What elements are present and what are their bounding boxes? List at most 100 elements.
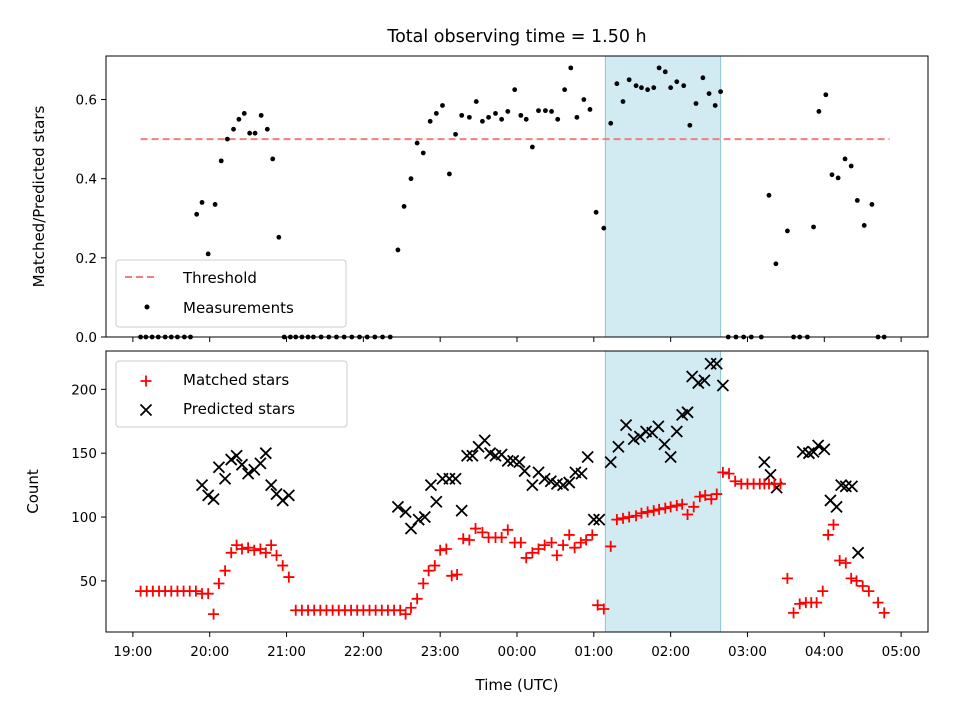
ratio-legend-box — [115, 259, 347, 328]
ratio-legend: Threshold Measurements — [115, 259, 347, 328]
count-axis: 19:00 20:00 21:00 22:00 23:00 00:00 01:00 02:00… — [71, 382, 920, 660]
measurement-point — [639, 85, 644, 91]
predicted-star-point — [851, 546, 865, 559]
measurement-point — [427, 118, 433, 124]
measurement-point — [446, 171, 452, 177]
measurement-point — [486, 114, 491, 120]
matched-star-point — [190, 585, 202, 597]
ratio-panel: 0.0 0.2 0.4 0.6 Matched/Predicted stars Thr… — [30, 55, 929, 346]
measurement-point — [258, 112, 264, 118]
matched-star-point — [248, 544, 260, 556]
matched-star-point — [520, 552, 532, 564]
x-tick-label: 22:00 — [344, 644, 383, 660]
legend-measurements-label: Measurements — [183, 299, 294, 317]
predicted-star-point — [807, 445, 820, 459]
predicted-star-point — [460, 449, 474, 462]
measurement-point — [614, 81, 620, 87]
measurement-point — [252, 130, 258, 136]
y-tick-label: 0.0 — [76, 330, 97, 346]
x-tick-label: 19:00 — [113, 644, 152, 660]
measurement-point — [601, 225, 607, 231]
measurement-point — [401, 203, 407, 209]
matched-star-point — [242, 542, 254, 554]
measurement-point — [687, 122, 693, 128]
matched-star-point — [653, 503, 665, 515]
predicted-star-point — [265, 478, 278, 492]
matched-star-point — [828, 519, 840, 531]
predicted-star-point — [698, 374, 711, 387]
matched-star-point — [834, 554, 846, 566]
matched-star-point — [440, 543, 452, 555]
x-axis-label: Time (UTC) — [475, 676, 559, 694]
matched-star-point — [470, 523, 482, 535]
matched-star-point — [671, 500, 683, 512]
legend-matched-label: Matched stars — [183, 371, 289, 389]
matched-star-point — [659, 502, 671, 514]
measurement-point — [543, 108, 548, 114]
measurement-point — [633, 83, 639, 89]
measurement-point — [473, 99, 479, 104]
measurement-point — [766, 192, 772, 198]
measurement-point — [224, 136, 230, 142]
matched-star-point — [463, 534, 475, 546]
matched-star-point — [586, 529, 598, 541]
matched-star-point — [539, 539, 551, 551]
predicted-star-point — [818, 443, 831, 456]
matched-star-point — [781, 572, 793, 584]
matched-star-point — [496, 531, 508, 543]
matched-star-point — [208, 608, 220, 620]
measurement-point — [440, 103, 445, 108]
highlight-span — [604, 350, 722, 633]
matched-star-point — [569, 542, 581, 554]
measurement-point — [529, 144, 535, 150]
measurement-point — [835, 175, 841, 181]
measurement-point — [236, 116, 242, 122]
matched-star-point — [723, 468, 735, 480]
matched-star-point — [502, 524, 514, 536]
predicted-star-point — [692, 376, 705, 390]
predicted-star-point — [513, 455, 526, 469]
legend-plus-marker — [140, 375, 152, 387]
ratio-y-axis-label: Matched/Predicted stars — [30, 106, 48, 288]
matched-star-point — [429, 560, 441, 572]
matched-star-point — [676, 498, 688, 510]
matched-star-point — [665, 501, 677, 513]
matched-star-point — [457, 533, 469, 545]
predicted-star-point — [587, 513, 600, 526]
chart-title: Total observing time = 1.50 h — [386, 27, 646, 47]
measurement-point — [549, 109, 554, 114]
matched-star-point — [219, 565, 231, 577]
measurement-point — [712, 103, 718, 108]
matched-star-point — [617, 512, 629, 524]
matched-star-point — [423, 565, 435, 577]
matched-star-point — [213, 577, 225, 589]
matched-star-point — [271, 549, 283, 561]
measurement-point — [662, 69, 668, 75]
predicted-star-point — [230, 449, 243, 462]
matched-star-point — [705, 493, 717, 505]
matched-star-point — [598, 603, 610, 615]
measurement-point — [395, 247, 401, 253]
measurement-point — [555, 116, 561, 122]
predicted-star-point — [526, 478, 539, 492]
measurement-point — [626, 77, 632, 83]
matched-star-point — [515, 537, 527, 549]
matched-star-point — [451, 569, 463, 581]
matched-star-point — [417, 577, 429, 589]
predicted-star-point — [658, 438, 671, 451]
measurements-series — [138, 65, 887, 340]
legend-threshold-label: Threshold — [182, 269, 257, 287]
y-tick-label: 0.2 — [76, 251, 97, 267]
predicted-star-point — [802, 447, 816, 460]
predicted-star-point — [681, 406, 694, 419]
matched-star-point — [623, 511, 635, 523]
matched-star-point — [845, 572, 857, 584]
measurement-point — [700, 75, 706, 81]
measurement-point — [505, 109, 511, 114]
predicted-star-point — [225, 453, 238, 466]
legend-predicted-label: Predicted stars — [183, 400, 295, 418]
predicted-star-point — [195, 478, 209, 492]
predicted-star-point — [563, 476, 576, 489]
measurement-point — [574, 114, 580, 120]
